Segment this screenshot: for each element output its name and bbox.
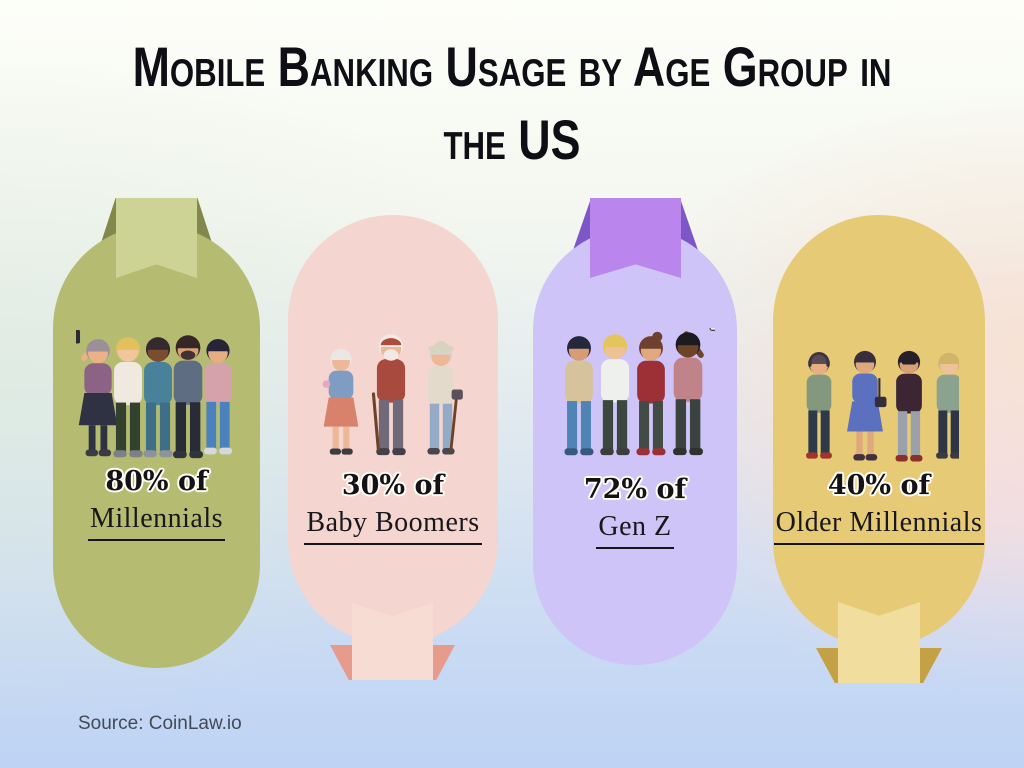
gen-z-illustration — [564, 328, 715, 456]
percent-text: 72% of — [583, 474, 687, 505]
title-line-1: Mobile Banking Usage by Age Group in — [132, 35, 892, 98]
card-millennials: 80% of Millennials — [53, 198, 260, 668]
title-line-2: the US — [443, 108, 581, 171]
percent-text: 40% of — [827, 470, 931, 501]
millennials-illustration — [76, 330, 233, 459]
pill-shape — [533, 228, 737, 665]
older-millennials-illustration — [806, 350, 959, 462]
percent-text: 80% of — [105, 466, 208, 497]
group-label: Older Millennials — [773, 507, 985, 545]
source-text: Source: CoinLaw.io — [78, 713, 242, 734]
group-label: Baby Boomers — [288, 507, 498, 545]
page-title: Mobile Banking Usage by Age Group in the… — [0, 30, 1024, 176]
card-older-millennials: 40% of Older Millennials — [773, 215, 985, 683]
group-label: Gen Z — [533, 511, 737, 549]
group-label: Millennials — [53, 503, 260, 541]
percent-text: 30% of — [341, 470, 445, 501]
card-gen-z: 72% of Gen Z — [533, 198, 737, 665]
card-baby-boomers: 30% of Baby Boomers — [288, 215, 498, 685]
baby-boomers-illustration — [322, 334, 463, 456]
